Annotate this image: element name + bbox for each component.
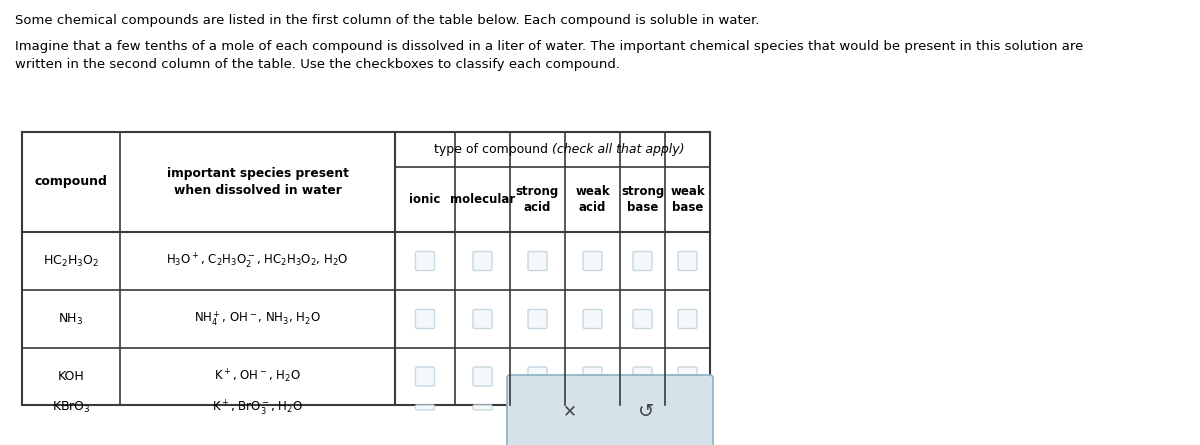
Text: strong
base: strong base <box>620 185 664 214</box>
FancyBboxPatch shape <box>508 375 713 445</box>
Text: K$^+$, OH$^-$, H$_2$O: K$^+$, OH$^-$, H$_2$O <box>214 368 301 385</box>
FancyBboxPatch shape <box>415 405 434 410</box>
Text: important species present
when dissolved in water: important species present when dissolved… <box>167 166 348 198</box>
Text: K$^+$, BrO$_3^-$, H$_2$O: K$^+$, BrO$_3^-$, H$_2$O <box>212 398 304 417</box>
FancyBboxPatch shape <box>583 310 602 328</box>
FancyBboxPatch shape <box>583 251 602 271</box>
FancyBboxPatch shape <box>678 310 697 328</box>
Text: compound: compound <box>35 175 108 189</box>
FancyBboxPatch shape <box>473 367 492 386</box>
FancyBboxPatch shape <box>634 405 652 410</box>
Text: ✕: ✕ <box>563 402 577 421</box>
FancyBboxPatch shape <box>634 367 652 386</box>
Text: HC$_2$H$_3$O$_2$: HC$_2$H$_3$O$_2$ <box>43 254 100 268</box>
FancyBboxPatch shape <box>528 251 547 271</box>
Text: KOH: KOH <box>58 370 84 383</box>
Text: NH$_3$: NH$_3$ <box>59 312 84 327</box>
FancyBboxPatch shape <box>528 405 547 410</box>
FancyBboxPatch shape <box>473 310 492 328</box>
FancyBboxPatch shape <box>415 367 434 386</box>
FancyBboxPatch shape <box>528 367 547 386</box>
Bar <box>22 132 710 405</box>
Text: weak
acid: weak acid <box>575 185 610 214</box>
FancyBboxPatch shape <box>678 405 697 410</box>
FancyBboxPatch shape <box>634 310 652 328</box>
Text: ↺: ↺ <box>638 402 654 421</box>
Text: written in the second column of the table. Use the checkboxes to classify each c: written in the second column of the tabl… <box>14 58 620 71</box>
Text: weak
base: weak base <box>670 185 704 214</box>
Text: strong
acid: strong acid <box>516 185 559 214</box>
Text: NH$_4^+$, OH$^-$, NH$_3$, H$_2$O: NH$_4^+$, OH$^-$, NH$_3$, H$_2$O <box>194 310 322 328</box>
Text: Some chemical compounds are listed in the first column of the table below. Each : Some chemical compounds are listed in th… <box>14 14 760 27</box>
FancyBboxPatch shape <box>678 367 697 386</box>
Text: KBrO$_3$: KBrO$_3$ <box>52 400 90 415</box>
Text: (check all that apply): (check all that apply) <box>552 143 685 156</box>
FancyBboxPatch shape <box>678 251 697 271</box>
Text: ionic: ionic <box>409 193 440 206</box>
FancyBboxPatch shape <box>583 405 602 410</box>
FancyBboxPatch shape <box>634 251 652 271</box>
Text: molecular: molecular <box>450 193 515 206</box>
FancyBboxPatch shape <box>473 251 492 271</box>
Text: H$_3$O$^+$, C$_2$H$_3$O$_2^-$, HC$_2$H$_3$O$_2$, H$_2$O: H$_3$O$^+$, C$_2$H$_3$O$_2^-$, HC$_2$H$_… <box>167 251 349 271</box>
FancyBboxPatch shape <box>415 310 434 328</box>
FancyBboxPatch shape <box>415 251 434 271</box>
FancyBboxPatch shape <box>583 367 602 386</box>
Text: type of compound: type of compound <box>434 143 552 156</box>
Text: Imagine that a few tenths of a mole of each compound is dissolved in a liter of : Imagine that a few tenths of a mole of e… <box>14 40 1084 53</box>
FancyBboxPatch shape <box>528 310 547 328</box>
FancyBboxPatch shape <box>473 405 492 410</box>
